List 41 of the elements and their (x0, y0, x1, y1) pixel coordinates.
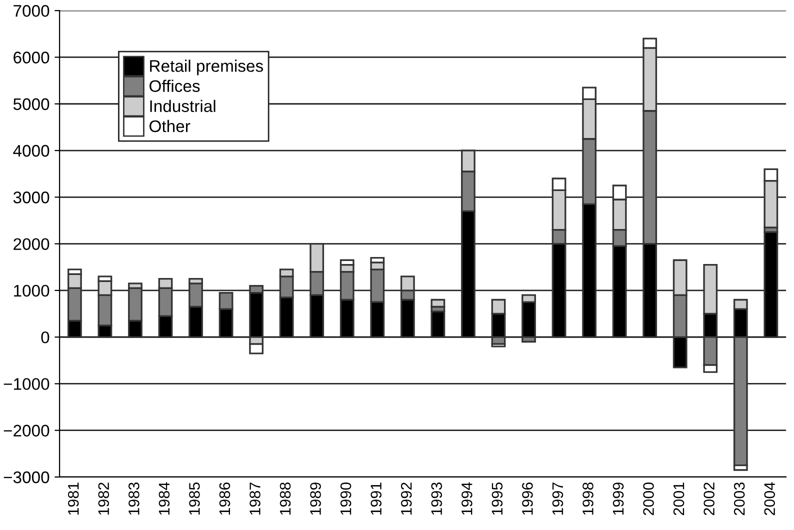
legend-label: Retail premises (150, 60, 263, 76)
x-tick-label: 1988 (280, 482, 291, 515)
y-tick-label: 4000 (13, 144, 50, 157)
x-tick-label: 1990 (340, 482, 352, 515)
x-tick-label: 1995 (492, 482, 503, 515)
x-tick-label: 2002 (704, 482, 714, 516)
x-tick-label: 1986 (219, 482, 230, 515)
y-tick-label: 6000 (14, 52, 50, 64)
y-tick-label: 3000 (13, 192, 50, 204)
x-tick-label: 2001 (673, 482, 684, 516)
x-tick-label: 2003 (734, 482, 745, 516)
legend-label: Industrial (150, 100, 216, 112)
x-tick-label: 1994 (461, 482, 472, 515)
y-tick-label: 1000 (14, 284, 50, 297)
x-tick-label: 1996 (522, 482, 533, 515)
x-tick-label: 1997 (552, 482, 564, 515)
y-tick-label: −1000 (4, 378, 50, 390)
x-tick-label: 2004 (764, 482, 776, 516)
x-tick-label: 1991 (370, 482, 382, 515)
x-tick-label: 1983 (128, 482, 140, 515)
legend-label: Offices (150, 80, 200, 92)
y-tick-label: −2000 (4, 424, 50, 437)
x-tick-label: 1984 (158, 482, 170, 515)
legend-label: Other (150, 120, 190, 132)
y-tick-label: 0 (41, 331, 50, 344)
x-tick-label: 1985 (189, 482, 200, 515)
x-tick-label: 2000 (643, 482, 654, 516)
x-tick-label: 1987 (250, 482, 260, 515)
y-tick-label: 7000 (14, 5, 50, 17)
x-tick-label: 1981 (68, 482, 79, 515)
x-tick-label: 1992 (400, 482, 412, 515)
x-tick-label: 1999 (612, 482, 624, 515)
y-tick-label: 2000 (14, 238, 50, 250)
x-tick-label: 1998 (582, 482, 594, 515)
x-tick-label: 1982 (98, 482, 110, 515)
y-tick-label: 5000 (13, 98, 50, 110)
y-tick-label: −3000 (4, 471, 50, 484)
x-tick-label: 1989 (310, 482, 321, 515)
bar (764, 231, 778, 338)
bar (430, 310, 446, 338)
x-tick-label: 1993 (431, 482, 442, 515)
